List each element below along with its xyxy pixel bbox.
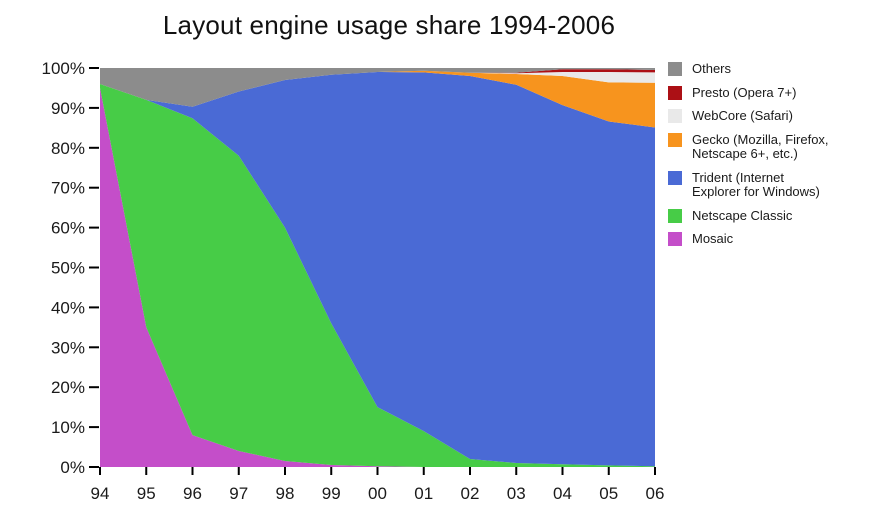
x-tick-label: 95	[137, 484, 156, 503]
legend-item-webcore: WebCore (Safari)	[668, 108, 829, 124]
x-tick-label: 04	[553, 484, 572, 503]
legend-item-netscape: Netscape Classic	[668, 207, 829, 224]
y-tick-label: 90%	[51, 99, 85, 118]
area-netscape	[100, 84, 655, 467]
y-tick-label: 10%	[51, 418, 85, 437]
y-tick-label: 0%	[60, 458, 85, 477]
legend-label: Mosaic	[692, 231, 734, 246]
legend-swatch-webcore	[668, 109, 682, 123]
legend-item-gecko: Gecko (Mozilla, Firefox, Netscape 6+, etc…	[668, 131, 829, 162]
legend-label: Trident (Internet Explorer for Windows)	[692, 169, 820, 199]
x-tick-label: 94	[91, 484, 110, 503]
legend-item-mosaic: Mosaic	[668, 231, 829, 247]
y-tick-label: 100%	[42, 59, 85, 78]
x-tick-label: 99	[322, 484, 341, 503]
legend-swatch-mosaic	[668, 232, 682, 246]
legend-swatch-gecko	[668, 132, 682, 147]
x-tick-label: 02	[461, 484, 480, 503]
area-mosaic	[100, 87, 655, 468]
x-tick-label: 06	[646, 484, 665, 503]
x-tick-label: 01	[414, 484, 433, 503]
legend-swatch-presto	[668, 85, 682, 100]
legend-label: Gecko (Mozilla, Firefox, Netscape 6+, etc…	[692, 131, 829, 161]
legend-label: WebCore (Safari)	[692, 108, 793, 123]
legend-swatch-others	[668, 62, 682, 76]
y-tick-label: 40%	[51, 298, 85, 317]
legend-swatch-trident	[668, 170, 682, 185]
legend-swatch-netscape	[668, 208, 682, 223]
y-tick-label: 50%	[51, 259, 85, 278]
area-trident	[100, 72, 655, 467]
y-tick-label: 70%	[51, 179, 85, 198]
legend-item-trident: Trident (Internet Explorer for Windows)	[668, 169, 829, 200]
legend-item-others: Others	[668, 61, 829, 77]
x-tick-label: 05	[599, 484, 618, 503]
legend-label: Presto (Opera 7+)	[692, 84, 797, 100]
y-tick-label: 30%	[51, 338, 85, 357]
x-tick-label: 00	[368, 484, 387, 503]
x-tick-label: 98	[276, 484, 295, 503]
area-others	[100, 68, 655, 107]
legend-item-presto: Presto (Opera 7+)	[668, 84, 829, 101]
legend: Others Presto (Opera 7+) WebCore (Safari) G…	[668, 61, 829, 247]
y-tick-label: 20%	[51, 378, 85, 397]
x-tick-label: 03	[507, 484, 526, 503]
y-tick-label: 80%	[51, 139, 85, 158]
legend-label: Others	[692, 61, 732, 76]
x-tick-label: 97	[229, 484, 248, 503]
y-tick-label: 60%	[51, 219, 85, 238]
chart-title: Layout engine usage share 1994-2006	[162, 10, 616, 40]
legend-label: Netscape Classic	[692, 207, 793, 223]
area-webcore	[100, 70, 655, 107]
x-tick-label: 96	[183, 484, 202, 503]
